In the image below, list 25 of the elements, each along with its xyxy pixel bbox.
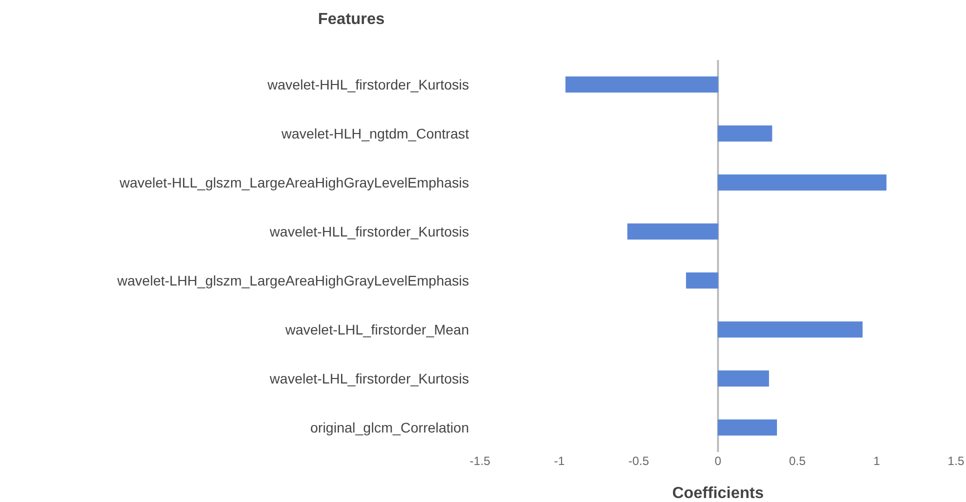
bar: [718, 125, 772, 142]
x-tick-label: 1.5: [948, 454, 965, 468]
bar: [627, 223, 718, 240]
bar: [718, 419, 777, 436]
x-tick-label: 0: [714, 454, 722, 468]
bar: [686, 272, 718, 289]
x-tick-label: 1: [873, 454, 880, 468]
y-tick-label: wavelet-LHL_firstorder_Kurtosis: [268, 370, 469, 386]
y-tick-label: wavelet-HHL_firstorder_Kurtosis: [266, 76, 469, 92]
y-tick-label: wavelet-LHH_glszm_LargeAreaHighGrayLevelEmphasis: [116, 272, 469, 288]
y-tick-label: original_glcm_Correlation: [310, 419, 469, 436]
y-tick-label: wavelet-HLL_glszm_LargeAreaHighGrayLevelEmphasis: [118, 174, 469, 190]
y-tick-label: wavelet-HLL_firstorder_Kurtosis: [268, 223, 469, 240]
bar: [718, 174, 886, 191]
x-tick-label: -1.5: [470, 454, 491, 468]
y-axis-title: Features: [318, 11, 385, 28]
bar: [718, 370, 770, 387]
bar: [565, 76, 718, 93]
x-tick-label: -0.5: [628, 454, 650, 468]
bar: [718, 321, 863, 338]
y-tick-label: wavelet-HLH_ngtdm_Contrast: [280, 125, 470, 142]
x-tick-label: -1: [554, 454, 565, 468]
x-tick-label: 0.5: [788, 454, 806, 468]
y-tick-label: wavelet-LHL_firstorder_Mean: [284, 321, 469, 338]
x-axis-title: Coefficients: [672, 485, 764, 502]
